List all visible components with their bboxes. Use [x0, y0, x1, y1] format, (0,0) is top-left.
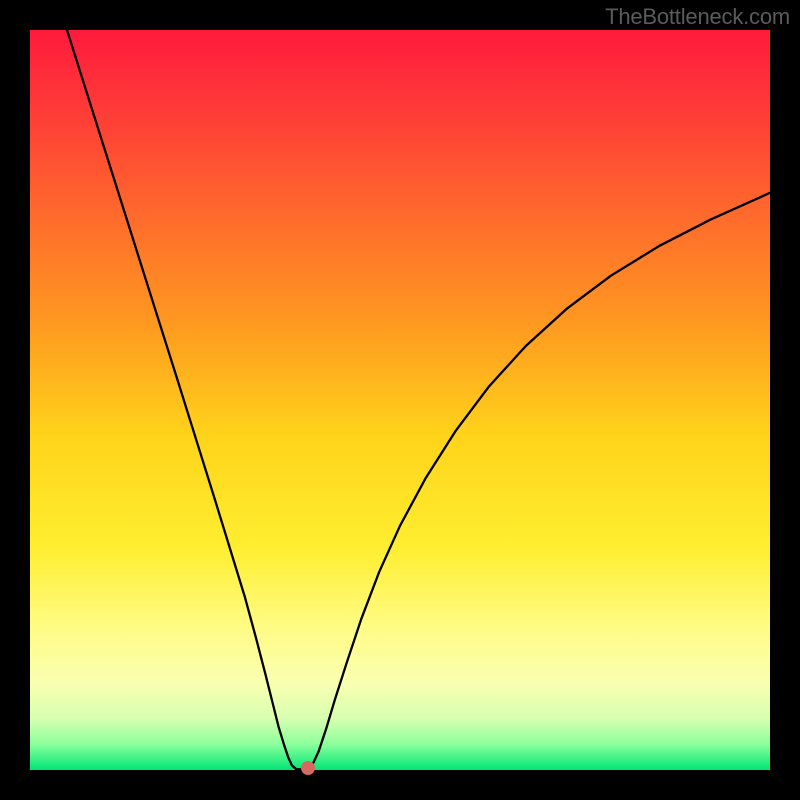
plot-area — [30, 30, 770, 770]
watermark-text: TheBottleneck.com — [605, 4, 790, 30]
chart-frame: TheBottleneck.com — [0, 0, 800, 800]
gradient-background — [30, 30, 770, 770]
optimal-point-marker — [301, 761, 315, 775]
bottleneck-curve — [30, 30, 770, 770]
